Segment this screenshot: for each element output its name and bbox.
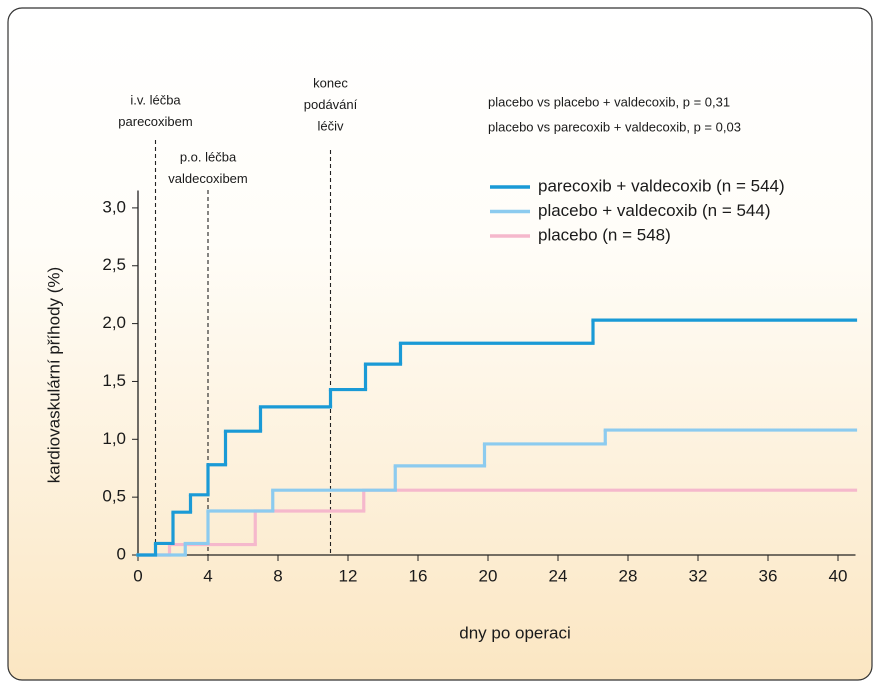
- stat-note: placebo vs parecoxib + valdecoxib, p = 0…: [488, 119, 741, 134]
- stat-note: placebo vs placebo + valdecoxib, p = 0,3…: [488, 94, 730, 109]
- x-tick-label: 12: [339, 566, 358, 585]
- x-axis-label: dny po operaci: [459, 623, 571, 642]
- legend-label: placebo + valdecoxib (n = 544): [538, 201, 771, 220]
- x-tick-label: 16: [409, 566, 428, 585]
- event-label: konec: [313, 75, 348, 90]
- event-label: podávání: [304, 97, 358, 112]
- x-tick-label: 32: [689, 566, 708, 585]
- event-label: i.v. léčba: [130, 92, 181, 107]
- event-label: valdecoxibem: [168, 171, 248, 186]
- x-tick-label: 20: [479, 566, 498, 585]
- x-tick-label: 40: [829, 566, 848, 585]
- y-tick-label: 1,5: [102, 371, 126, 390]
- x-tick-label: 8: [273, 566, 282, 585]
- event-label: parecoxibem: [118, 114, 192, 129]
- x-tick-label: 28: [619, 566, 638, 585]
- event-label: p.o. léčba: [180, 149, 237, 164]
- y-tick-label: 2,5: [102, 255, 126, 274]
- legend-label: parecoxib + valdecoxib (n = 544): [538, 176, 785, 195]
- y-tick-label: 0,5: [102, 487, 126, 506]
- y-tick-label: 2,0: [102, 313, 126, 332]
- x-tick-label: 4: [203, 566, 212, 585]
- legend-label: placebo (n = 548): [538, 225, 671, 244]
- x-tick-label: 0: [133, 566, 142, 585]
- y-tick-label: 1,0: [102, 429, 126, 448]
- y-tick-label: 3,0: [102, 197, 126, 216]
- x-tick-label: 36: [759, 566, 778, 585]
- y-axis-label: kardiovaskulární příhody (%): [44, 267, 63, 483]
- event-label: léčiv: [317, 118, 344, 133]
- y-tick-label: 0: [117, 544, 126, 563]
- x-tick-label: 24: [549, 566, 568, 585]
